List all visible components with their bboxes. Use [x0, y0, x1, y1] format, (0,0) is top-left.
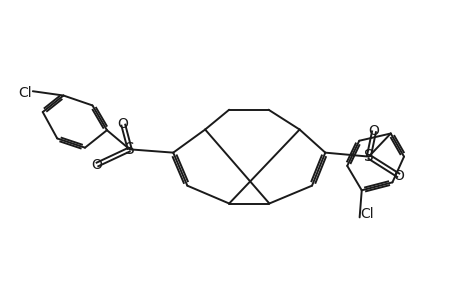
Text: O: O	[118, 117, 128, 131]
Text: O: O	[368, 124, 379, 138]
Text: Cl: Cl	[18, 86, 32, 100]
Text: Cl: Cl	[360, 207, 374, 221]
Text: O: O	[393, 169, 403, 183]
Text: S: S	[124, 142, 134, 157]
Text: O: O	[91, 158, 102, 172]
Text: S: S	[363, 149, 373, 164]
